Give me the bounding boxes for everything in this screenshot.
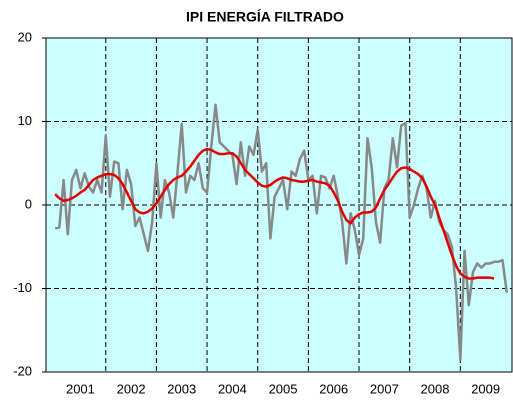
y-tick-label: 20 [18, 29, 32, 44]
x-tick-label: 2001 [66, 381, 95, 396]
x-tick-label: 2005 [269, 381, 298, 396]
y-tick-label: 0 [25, 196, 32, 211]
series-line [54, 103, 509, 361]
x-tick-label: 2002 [117, 381, 146, 396]
x-tick-label: 2006 [319, 381, 348, 396]
x-tick-label: 2007 [370, 381, 399, 396]
y-tick-label: 10 [18, 113, 32, 128]
x-tick-label: 2009 [471, 381, 500, 396]
x-tick-label: 2008 [421, 381, 450, 396]
y-tick-label: -10 [13, 280, 32, 295]
x-tick-label: 2003 [167, 381, 196, 396]
series-line [54, 147, 495, 280]
plot-border [45, 37, 513, 373]
chart-title: IPI ENERGÍA FILTRADO [186, 9, 344, 25]
x-tick-label: 2004 [218, 381, 247, 396]
y-tick-label: -20 [13, 363, 32, 378]
